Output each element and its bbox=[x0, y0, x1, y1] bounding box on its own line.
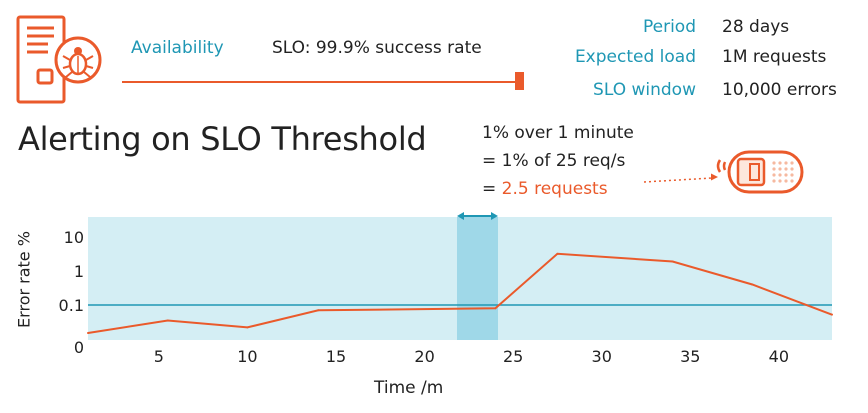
x-tick-label: 30 bbox=[592, 347, 612, 366]
x-tick-label: 15 bbox=[326, 347, 346, 366]
x-tick-label: 25 bbox=[503, 347, 523, 366]
y-axis-label: Error rate % bbox=[14, 231, 34, 328]
error-rate-point bbox=[317, 309, 320, 312]
slo-bar-line bbox=[122, 81, 520, 83]
y-tick-label: 10 bbox=[64, 228, 84, 247]
x-tick-label: 35 bbox=[680, 347, 700, 366]
calc-result: 2.5 requests bbox=[501, 179, 608, 199]
period-value: 28 days bbox=[722, 17, 790, 37]
pager-pointer-arrowhead bbox=[711, 173, 718, 181]
alert-window-band bbox=[457, 217, 498, 340]
x-tick-label: 20 bbox=[414, 347, 434, 366]
calc-line-1: 1% over 1 minute bbox=[482, 123, 634, 143]
slo-window-key: SLO window bbox=[593, 80, 696, 100]
slo-window-value: 10,000 errors bbox=[722, 80, 837, 100]
slo-bar-end bbox=[515, 72, 524, 90]
x-axis-label: Time /m bbox=[374, 378, 444, 398]
x-tick-label: 5 bbox=[154, 347, 164, 366]
calc-line-3: = 2.5 requests bbox=[482, 179, 608, 199]
x-tick-label: 40 bbox=[769, 347, 789, 366]
y-tick-label: 1 bbox=[74, 262, 84, 281]
error-rate-point bbox=[246, 326, 249, 329]
availability-label: Availability bbox=[131, 38, 224, 58]
period-key: Period bbox=[642, 17, 696, 37]
error-rate-point bbox=[751, 283, 754, 286]
y-tick-label: 0 bbox=[74, 338, 84, 357]
page-title: Alerting on SLO Threshold bbox=[18, 120, 427, 158]
error-rate-point bbox=[166, 319, 169, 322]
y-tick-label: 0.1 bbox=[59, 296, 84, 315]
pager-icon bbox=[716, 150, 804, 194]
alert-window-arrow-left bbox=[457, 212, 464, 220]
expected-load-key: Expected load bbox=[574, 47, 696, 67]
error-rate-point bbox=[671, 260, 674, 263]
calc-line-2: = 1% of 25 req/s bbox=[482, 151, 626, 171]
error-rate-point bbox=[831, 313, 833, 316]
error-rate-point bbox=[87, 332, 89, 335]
expected-load-value: 1M requests bbox=[722, 47, 827, 67]
error-rate-point bbox=[556, 252, 559, 255]
error-rate-point bbox=[494, 307, 497, 310]
alert-window-arrow-right bbox=[491, 212, 498, 220]
slo-text: SLO: 99.9% success rate bbox=[272, 38, 482, 58]
x-tick-label: 10 bbox=[237, 347, 257, 366]
pager-pointer-line bbox=[643, 177, 713, 183]
server-bug-icon bbox=[16, 15, 102, 104]
